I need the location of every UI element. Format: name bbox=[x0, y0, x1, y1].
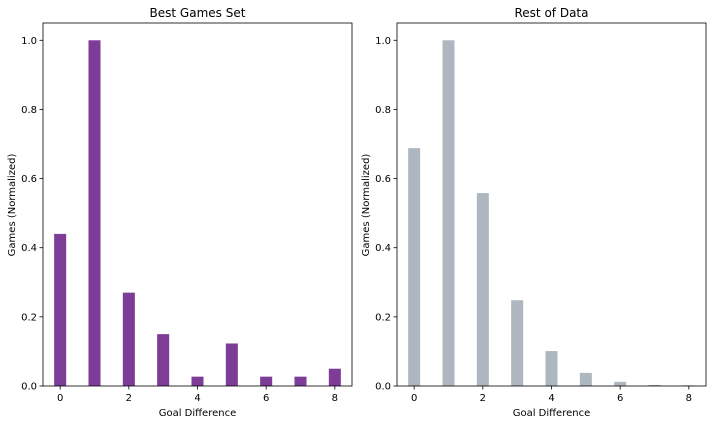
x-axis-label: Goal Difference bbox=[513, 408, 591, 419]
bar bbox=[442, 40, 455, 387]
bar bbox=[225, 343, 238, 386]
chart-title: Rest of Data bbox=[515, 6, 589, 20]
y-tick-label: 0.6 bbox=[375, 174, 391, 185]
x-tick-label: 0 bbox=[411, 393, 417, 404]
y-tick-label: 0.8 bbox=[375, 105, 391, 116]
x-tick-label: 2 bbox=[480, 393, 486, 404]
bar bbox=[260, 376, 273, 386]
bar bbox=[191, 376, 204, 386]
bar bbox=[476, 193, 489, 386]
y-tick-label: 0.6 bbox=[21, 174, 37, 185]
bar bbox=[88, 40, 101, 387]
bar bbox=[122, 292, 135, 386]
plot-area: 0 2 4 6 8 0.0 0.2 0.4 0.6 0.8 1.0 bbox=[21, 22, 353, 404]
chart-title: Best Games Set bbox=[150, 6, 246, 20]
y-tick-label: 0.2 bbox=[21, 312, 37, 323]
bar bbox=[408, 148, 421, 386]
y-tick-label: 0.4 bbox=[21, 243, 37, 254]
chart-panel-best-games: Best Games Set 0 2 4 6 8 0.0 0.2 0.4 0.6 0.8 1.0 G… bbox=[7, 6, 353, 419]
y-tick-label: 0.8 bbox=[21, 105, 37, 116]
x-tick-label: 8 bbox=[332, 393, 338, 404]
y-tick-label: 1.0 bbox=[375, 36, 391, 47]
plot-area: 0 2 4 6 8 0.0 0.2 0.4 0.6 0.8 1.0 bbox=[375, 22, 707, 404]
bar bbox=[157, 334, 170, 386]
bar bbox=[614, 381, 627, 386]
bar bbox=[294, 376, 307, 386]
x-tick-label: 0 bbox=[57, 393, 63, 404]
y-axis-label: Games (Normalized) bbox=[7, 154, 18, 257]
bar bbox=[648, 384, 661, 386]
x-tick-label: 4 bbox=[194, 393, 200, 404]
x-tick-label: 6 bbox=[263, 393, 269, 404]
y-tick-label: 1.0 bbox=[21, 36, 37, 47]
x-tick-label: 6 bbox=[617, 393, 623, 404]
bar bbox=[579, 372, 592, 386]
y-axis-label: Games (Normalized) bbox=[361, 154, 372, 257]
y-tick-label: 0.4 bbox=[375, 243, 391, 254]
x-tick-label: 4 bbox=[548, 393, 554, 404]
x-axis-label: Goal Difference bbox=[159, 408, 237, 419]
chart-panel-rest-of-data: Rest of Data 0 2 4 6 8 0.0 0.2 0.4 0.6 0.8 1.0 Goa… bbox=[361, 6, 707, 419]
y-tick-label: 0.0 bbox=[21, 382, 37, 393]
bar bbox=[545, 351, 558, 386]
y-tick-label: 0.2 bbox=[375, 312, 391, 323]
bar bbox=[54, 233, 67, 386]
bar bbox=[328, 368, 341, 386]
x-tick-label: 8 bbox=[686, 393, 692, 404]
y-tick-label: 0.0 bbox=[375, 382, 391, 393]
x-tick-label: 2 bbox=[126, 393, 132, 404]
bar bbox=[511, 300, 524, 386]
